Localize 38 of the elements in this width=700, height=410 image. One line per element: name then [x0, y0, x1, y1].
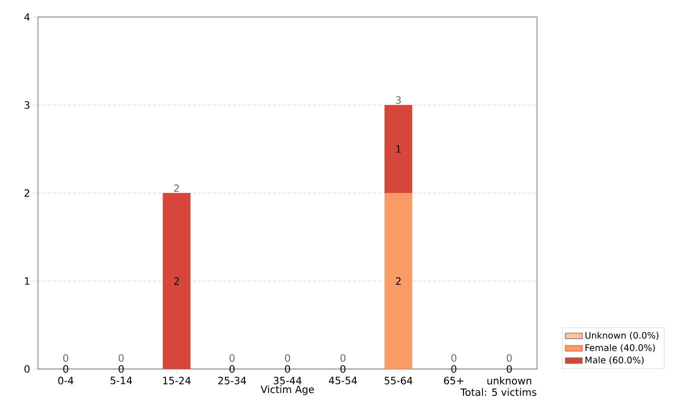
x-axis-title: Victim Age	[260, 385, 314, 396]
data-label: 0	[340, 365, 346, 373]
y-tick-label: 4	[24, 13, 30, 21]
total-label: 0	[284, 354, 290, 362]
x-tick-label: 15-24	[163, 376, 191, 384]
x-tick-label: unknown	[487, 376, 532, 385]
total-label: 0	[230, 354, 235, 362]
x-tick-label: 0-4	[58, 376, 74, 384]
x-tick-label: 5-14	[110, 376, 132, 384]
total-label: 0	[451, 354, 456, 362]
text: Total: 5 victims	[460, 388, 536, 396]
x-tick-label: 55-64	[384, 376, 412, 384]
data-label: 0	[118, 365, 124, 373]
legend-label: Unknown (0.0%)	[585, 332, 658, 340]
x-tick-label: 65+	[444, 376, 464, 384]
legend-label: Male (60.0%)	[586, 356, 644, 364]
x-tick-label: 45-54	[328, 376, 357, 384]
total-label: 0	[340, 354, 346, 362]
y-tick-label: 3	[24, 101, 30, 109]
y-tick-label: 1	[24, 277, 30, 285]
x-tick-label: 25-34	[218, 376, 246, 384]
y-tick-label: 2	[24, 189, 30, 197]
data-label: 2	[174, 277, 179, 285]
total-label: 3	[396, 96, 401, 104]
data-label: 0	[230, 365, 235, 373]
data-label: 1	[396, 145, 401, 153]
data-label: 2	[396, 277, 401, 285]
total-label: 2	[174, 184, 179, 192]
y-tick-label: 0	[24, 365, 30, 373]
data-label: 0	[284, 365, 290, 373]
data-label: 0	[63, 365, 68, 373]
data-label: 0	[451, 365, 456, 373]
data-label: 0	[506, 365, 512, 373]
total-label: 0	[506, 354, 512, 362]
total-label: 0	[118, 354, 124, 362]
legend-label: Female (40.0%)	[586, 344, 655, 352]
total-label: 0	[63, 354, 68, 362]
x-tick-label: 35-44	[274, 376, 302, 384]
